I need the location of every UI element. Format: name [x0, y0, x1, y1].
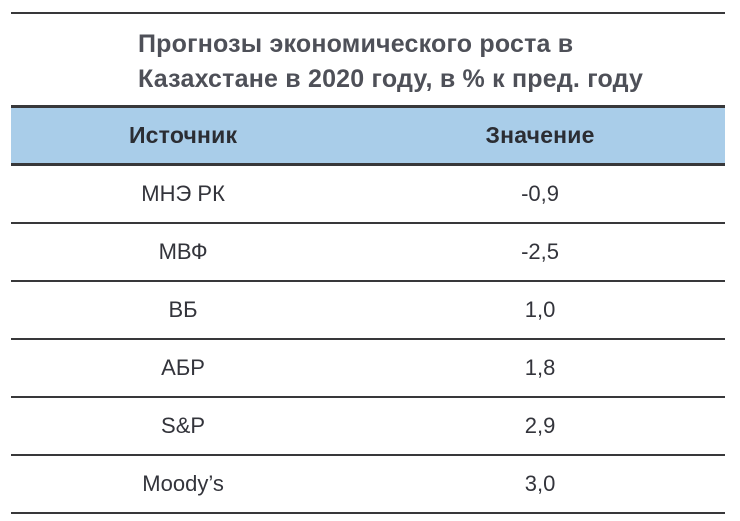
value-cell: 1,0 — [355, 280, 725, 340]
value-cell: 1,8 — [355, 338, 725, 398]
value-cell: 3,0 — [355, 454, 725, 514]
source-cell: Moody’s — [11, 454, 356, 514]
source-cell: АБР — [11, 338, 356, 398]
source-cell: МНЭ РК — [11, 164, 356, 224]
value-cell: -2,5 — [355, 222, 725, 282]
source-cell: ВБ — [11, 280, 356, 340]
figure-title-line-2: Казахстане в 2020 году, в % к пред. году — [138, 65, 644, 93]
column-header-value: Значение — [355, 105, 725, 166]
figure-title: Прогнозы экономического роста в Казахста… — [11, 14, 725, 105]
value-cell: -0,9 — [355, 164, 725, 224]
table-row: МВФ -2,5 — [11, 222, 725, 282]
value-cell: 2,9 — [355, 396, 725, 456]
source-cell: S&P — [11, 396, 356, 456]
figure-title-line-1: Прогнозы экономического роста в — [138, 30, 574, 58]
table-row: S&P 2,9 — [11, 396, 725, 456]
column-header-source: Источник — [11, 105, 356, 166]
forecast-figure: Прогнозы экономического роста в Казахста… — [11, 12, 725, 514]
table-row: ВБ 1,0 — [11, 280, 725, 340]
table-row: АБР 1,8 — [11, 338, 725, 398]
forecast-table: Источник Значение МНЭ РК -0,9 МВФ -2,5 В… — [11, 105, 725, 514]
table-row: Moody’s 3,0 — [11, 454, 725, 514]
table-header-row: Источник Значение — [11, 105, 725, 166]
table-row: МНЭ РК -0,9 — [11, 164, 725, 224]
source-cell: МВФ — [11, 222, 356, 282]
